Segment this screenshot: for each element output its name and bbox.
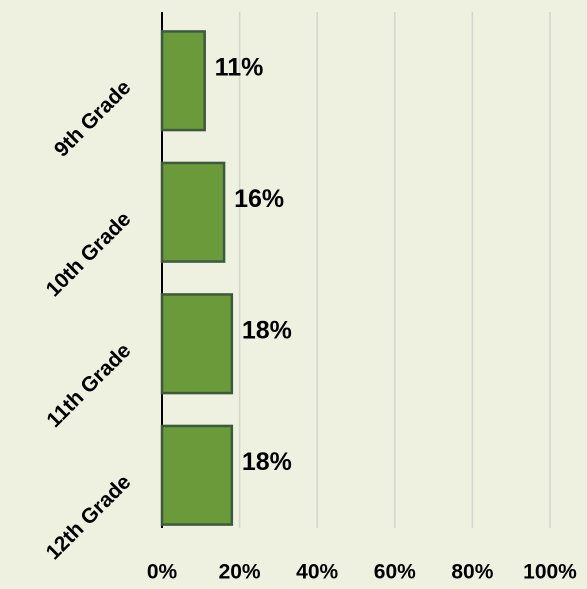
bar	[160, 30, 206, 132]
x-tick-label: 20%	[219, 561, 261, 584]
value-label: 18%	[242, 448, 292, 476]
bar	[160, 293, 234, 395]
x-tick-label: 60%	[374, 561, 416, 584]
x-tick-label: 0%	[147, 561, 178, 584]
bar	[160, 161, 226, 263]
value-label: 16%	[234, 185, 284, 213]
value-label: 18%	[242, 316, 292, 344]
x-tick-label: 40%	[296, 561, 338, 584]
bar	[160, 424, 234, 526]
value-label: 11%	[215, 53, 264, 81]
x-tick-label: 80%	[451, 561, 493, 584]
x-tick-label: 100%	[523, 561, 577, 584]
